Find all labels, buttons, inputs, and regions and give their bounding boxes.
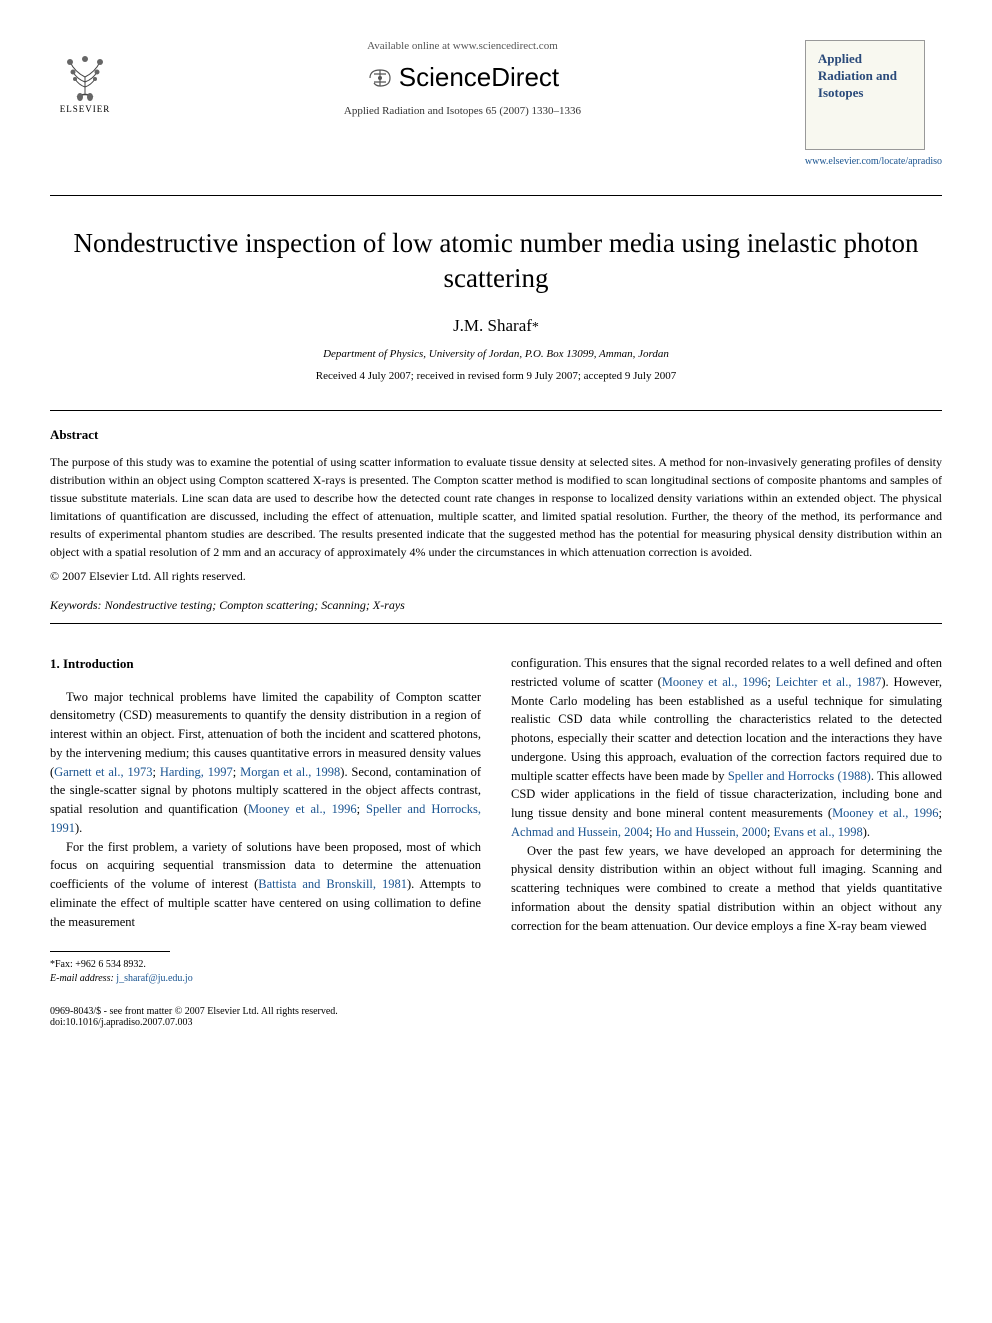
p3b: ). However, Monte Carlo modeling has bee… [511,675,942,783]
intro-para-1: Two major technical problems have limite… [50,688,481,838]
citation-achmad[interactable]: Achmad and Hussein, 2004 [511,825,649,839]
body-columns: 1. Introduction Two major technical prob… [50,654,942,986]
right-column: configuration. This ensures that the sig… [511,654,942,986]
s6: ; [649,825,656,839]
journal-name-line2: Radiation and [818,68,912,85]
citation-harding[interactable]: Harding, 1997 [160,765,233,779]
paper-title: Nondestructive inspection of low atomic … [50,226,942,296]
journal-reference: Applied Radiation and Isotopes 65 (2007)… [120,105,805,117]
elsevier-tree-icon [55,47,115,102]
journal-url[interactable]: www.elsevier.com/locate/apradiso [805,156,942,167]
author-name: J.M. Sharaf [453,316,532,335]
intro-para-4: Over the past few years, we have develop… [511,842,942,936]
s2: ; [233,765,240,779]
divider-abstract-bottom [50,623,942,624]
citation-evans[interactable]: Evans et al., 1998 [774,825,863,839]
keywords-line: Keywords: Nondestructive testing; Compto… [50,598,942,613]
s4: ; [767,675,775,689]
divider-abstract-top [50,410,942,411]
fax-number: +962 6 534 8932. [75,959,146,970]
footnote-fax: *Fax: +962 6 534 8932. [50,958,481,972]
journal-url-text: www.elsevier.com/locate/apradiso [805,156,942,167]
citation-leichter[interactable]: Leichter et al., 1987 [776,675,882,689]
keywords-text: Nondestructive testing; Compton scatteri… [102,598,405,612]
footnote-separator [50,951,170,952]
citation-mooney96c[interactable]: Mooney et al., 1996 [832,806,938,820]
s1: ; [153,765,160,779]
page-footer: 0969-8043/$ - see front matter © 2007 El… [50,1006,942,1028]
center-header: Available online at www.sciencedirect.co… [120,40,805,117]
p3d: ). [863,825,870,839]
intro-para-2: For the first problem, a variety of solu… [50,838,481,932]
citation-speller88[interactable]: Speller and Horrocks (1988) [728,769,871,783]
sciencedirect-text: ScienceDirect [399,62,559,93]
abstract-copyright: © 2007 Elsevier Ltd. All rights reserved… [50,569,942,584]
citation-mooney96a[interactable]: Mooney et al., 1996 [248,802,357,816]
keywords-label: Keywords: [50,598,102,612]
sciencedirect-logo: ScienceDirect [120,62,805,93]
intro-para-3: configuration. This ensures that the sig… [511,654,942,842]
front-matter-text: 0969-8043/$ - see front matter © 2007 El… [50,1006,338,1017]
journal-cover-box: Applied Radiation and Isotopes [805,40,925,150]
journal-box-wrapper: Applied Radiation and Isotopes www.elsev… [805,40,942,187]
section-heading-intro: 1. Introduction [50,654,481,674]
abstract-heading: Abstract [50,427,942,443]
footnote-email: E-mail address: j_sharaf@ju.edu.jo [50,972,481,986]
email-label: E-mail address: [50,973,116,984]
s7: ; [767,825,774,839]
divider-top [50,195,942,196]
s3: ; [357,802,366,816]
left-column: 1. Introduction Two major technical prob… [50,654,481,986]
email-address[interactable]: j_sharaf@ju.edu.jo [116,973,192,984]
page-header: ELSEVIER Available online at www.science… [50,40,942,187]
affiliation: Department of Physics, University of Jor… [50,348,942,360]
s5: ; [939,806,942,820]
received-dates: Received 4 July 2007; received in revise… [50,370,942,382]
available-online-text: Available online at www.sciencedirect.co… [120,40,805,52]
citation-garnett[interactable]: Garnett et al., 1973 [54,765,152,779]
sciencedirect-icon [366,64,394,92]
citation-morgan[interactable]: Morgan et al., 1998 [240,765,340,779]
footer-left: 0969-8043/$ - see front matter © 2007 El… [50,1006,338,1028]
author-line: J.M. Sharaf* [50,316,942,336]
author-marker: * [532,320,539,335]
p1c: ). [75,821,82,835]
journal-name-line1: Applied [818,51,912,68]
doi-text: doi:10.1016/j.apradiso.2007.07.003 [50,1017,338,1028]
citation-mooney96b[interactable]: Mooney et al., 1996 [662,675,768,689]
citation-ho[interactable]: Ho and Hussein, 2000 [656,825,767,839]
elsevier-label: ELSEVIER [60,104,111,114]
citation-battista[interactable]: Battista and Bronskill, 1981 [258,877,407,891]
fax-label: *Fax: [50,959,75,970]
elsevier-logo: ELSEVIER [50,40,120,120]
journal-name-line3: Isotopes [818,85,912,102]
abstract-text: The purpose of this study was to examine… [50,453,942,561]
